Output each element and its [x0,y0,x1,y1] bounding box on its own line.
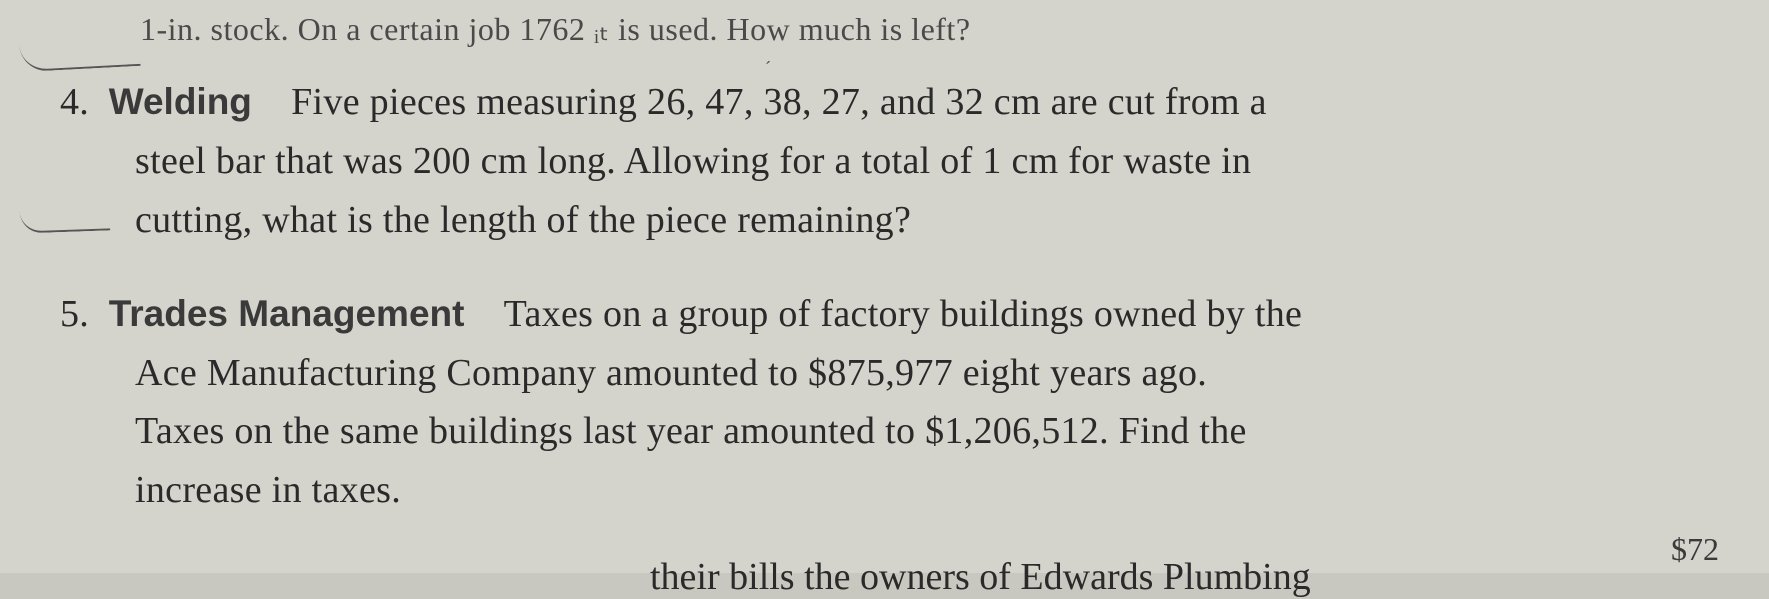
problem-4-line-1: 4. Welding Five pieces measuring 26, 47,… [60,73,1729,132]
problem-5-number: 5. [60,293,89,335]
problem-4: 4. Welding Five pieces measuring 26, 47,… [50,73,1729,250]
problem-5-line-3: Taxes on the same buildings last year am… [60,402,1729,461]
partial-bottom-line: their bills the owners of Edwards Plumbi… [50,555,1729,599]
problem-5-line-2: Ace Manufacturing Company amounted to $8… [60,344,1729,403]
document-page: ˊ 1-in. stock. On a certain job 1762 ᵢₜ … [0,0,1769,573]
pencil-underline-mark-2 [20,208,111,233]
problem-5-line-4: increase in taxes. [60,461,1729,520]
pencil-underline-mark [19,39,140,72]
problem-4-text-1: Five pieces measuring 26, 47, 38, 27, an… [291,81,1267,123]
problem-5-title: Trades Management [109,293,465,334]
problem-4-number: 4. [60,81,89,123]
price-fragment: $72 [1671,531,1719,568]
problem-4-line-2: steel bar that was 200 cm long. Allowing… [60,132,1729,191]
problem-5-text-1: Taxes on a group of factory buildings ow… [504,293,1303,335]
partial-top-line: 1-in. stock. On a certain job 1762 ᵢₜ is… [50,10,1729,48]
problem-4-line-3: cutting, what is the length of the piece… [60,191,1729,250]
problem-4-title: Welding [109,81,252,122]
problem-5-line-1: 5. Trades Management Taxes on a group of… [60,285,1729,344]
problem-5: 5. Trades Management Taxes on a group of… [50,285,1729,521]
tick-mark: ˊ [765,58,771,79]
